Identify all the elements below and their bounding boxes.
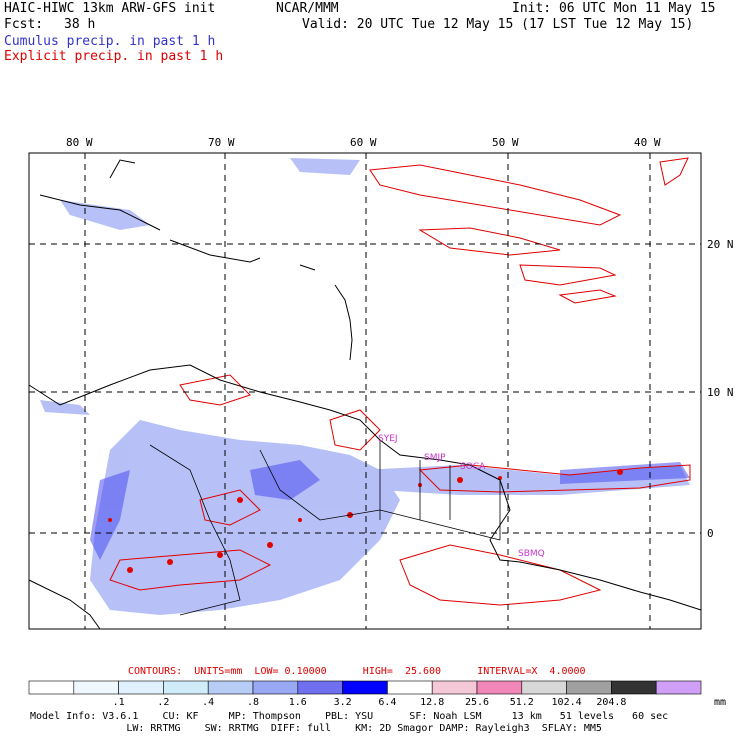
lat-label: 20 N — [707, 238, 734, 251]
lon-label: 40 W — [634, 136, 661, 149]
colorbar-swatch — [566, 680, 612, 695]
colorbar-swatch — [387, 680, 433, 695]
model-info-line1: Model Info: V3.6.1 CU: KF MP: Thompson P… — [30, 711, 669, 722]
cumulus-legend: Cumulus precip. in past 1 h — [4, 34, 216, 49]
colorbar-tick-label: .2 — [157, 697, 170, 708]
lon-label: 50 W — [492, 136, 519, 149]
model-info-line2: LW: RRTMG SW: RRTMG DIFF: full KM: 2D Sm… — [30, 723, 602, 734]
colorbar-swatch — [342, 680, 388, 695]
lat-label: 0 — [707, 527, 714, 540]
lon-label: 70 W — [208, 136, 235, 149]
lon-labels: 80 W 70 W 60 W 50 W 40 W — [66, 136, 661, 149]
colorbar-tick-label: 12.8 — [420, 697, 445, 708]
explicit-precip — [109, 157, 691, 606]
lon-label: 60 W — [350, 136, 377, 149]
colorbar-swatch — [476, 680, 523, 695]
colorbar-tick-label: 25.6 — [464, 697, 490, 708]
org-label: NCAR/MMM — [276, 1, 339, 16]
init-time: Init: 06 UTC Mon 11 May 15 — [512, 1, 716, 16]
colorbar-swatch — [252, 680, 299, 695]
model-title: HAIC-HIWC 13km ARW-GFS init — [4, 1, 216, 16]
colorbar-tick-label: 51.2 — [509, 697, 534, 708]
colorbar-swatch — [118, 680, 164, 695]
colorbar-tick-label: 3.2 — [333, 697, 352, 708]
colorbar-tick-label: 204.8 — [596, 697, 627, 708]
coastlines — [28, 159, 702, 630]
colorbar-tick-label: .1 — [112, 697, 125, 708]
fcst-value: 38 h — [64, 17, 96, 32]
colorbar-tick-label: .8 — [246, 697, 260, 708]
colorbar-swatch — [611, 680, 657, 695]
explicit-legend: Explicit precip. in past 1 h — [4, 49, 224, 64]
station-label: SYEJ — [378, 434, 398, 444]
colorbar-tick-label: 6.4 — [378, 697, 397, 708]
colorbar-swatch — [297, 680, 343, 695]
colorbar-swatch — [73, 680, 119, 695]
lat-labels: 20 N 10 N 0 — [707, 238, 734, 540]
lat-lon-grid — [29, 153, 701, 629]
lon-label: 80 W — [66, 136, 93, 149]
country-borders — [149, 440, 501, 616]
colorbar-swatch — [207, 680, 254, 695]
colorbar-swatch — [431, 680, 478, 695]
valid-time: Valid: 20 UTC Tue 12 May 15 (17 LST Tue … — [302, 17, 694, 32]
colorbar — [28, 680, 702, 695]
colorbar-swatch — [521, 680, 567, 695]
colorbar-tick-label: 102.4 — [551, 697, 582, 708]
station-label: SOCA — [460, 462, 486, 472]
colorbar-tick-label: .4 — [202, 697, 215, 708]
station-labels: SYEJ SMJP SOCA SBMQ — [378, 434, 545, 559]
cumulus-precip-dense — [90, 460, 690, 560]
colorbar-units: mm — [713, 697, 727, 708]
lat-label: 10 N — [707, 386, 734, 399]
colorbar-swatch — [163, 680, 209, 695]
station-label: SMJP — [424, 453, 446, 463]
fcst-label: Fcst: — [4, 17, 44, 32]
colorbar-swatch — [28, 680, 75, 695]
contour-info: CONTOURS: UNITS=mm LOW= 0.10000 HIGH= 25… — [128, 666, 586, 677]
colorbar-swatch — [655, 680, 702, 695]
colorbar-tick-label: 1.6 — [288, 697, 307, 708]
station-label: SBMQ — [518, 549, 545, 559]
